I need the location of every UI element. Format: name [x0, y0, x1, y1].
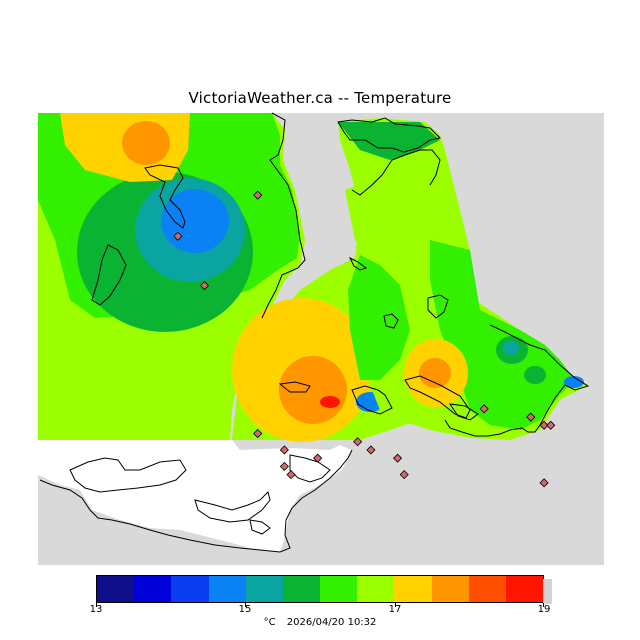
water-areas [38, 440, 352, 552]
timestamp-label: 2026/04/20 10:32 [286, 617, 377, 628]
colorbar-swatch [505, 576, 544, 602]
colorbar-swatch [468, 576, 506, 602]
colorbar-tick-label: 17 [388, 604, 402, 615]
coastlines [39, 112, 590, 553]
station-marker [353, 437, 363, 447]
colorbar-swatch [208, 576, 246, 602]
colorbar-tick [96, 603, 97, 607]
map-footer: °C 2026/04/20 10:32 [0, 617, 640, 628]
station-marker [366, 445, 376, 455]
station-marker [546, 420, 556, 430]
colorbar-tick-label: 15 [238, 604, 252, 615]
station-marker [539, 478, 549, 488]
colorbar-swatch [282, 576, 321, 602]
map-title: VictoriaWeather.ca -- Temperature [188, 89, 452, 107]
colorbar-swatch [431, 576, 469, 602]
station-marker [253, 190, 263, 200]
station-marker [313, 453, 323, 463]
station-markers [173, 190, 556, 488]
colorbar-swatch [357, 576, 395, 602]
colorbar-tick-label: 19 [537, 604, 551, 615]
colorbar-swatch [320, 576, 358, 602]
colorbar-tick-label: 13 [89, 604, 103, 615]
station-marker [399, 470, 409, 480]
colorbar-swatch [394, 576, 432, 602]
colorbar-shadow [543, 579, 552, 604]
station-marker [253, 428, 263, 439]
colorbar-swatch [171, 576, 209, 602]
colorbar-swatch [97, 576, 135, 602]
colorbar-swatch [134, 576, 172, 602]
station-marker [279, 461, 289, 471]
colorbar-swatch [245, 576, 283, 602]
station-marker [539, 420, 549, 430]
station-marker [286, 470, 296, 480]
temperature-colorbar [96, 575, 544, 603]
station-marker [526, 412, 536, 422]
station-marker [393, 453, 403, 463]
colorbar-tick [245, 603, 246, 607]
station-marker [173, 231, 183, 241]
station-marker [479, 404, 489, 414]
colorbar-tick [395, 603, 396, 607]
colorbar-tick [543, 603, 544, 607]
temperature-field-east [338, 118, 588, 440]
unit-label: °C [263, 617, 276, 628]
station-marker [279, 445, 289, 455]
station-marker [199, 281, 210, 291]
